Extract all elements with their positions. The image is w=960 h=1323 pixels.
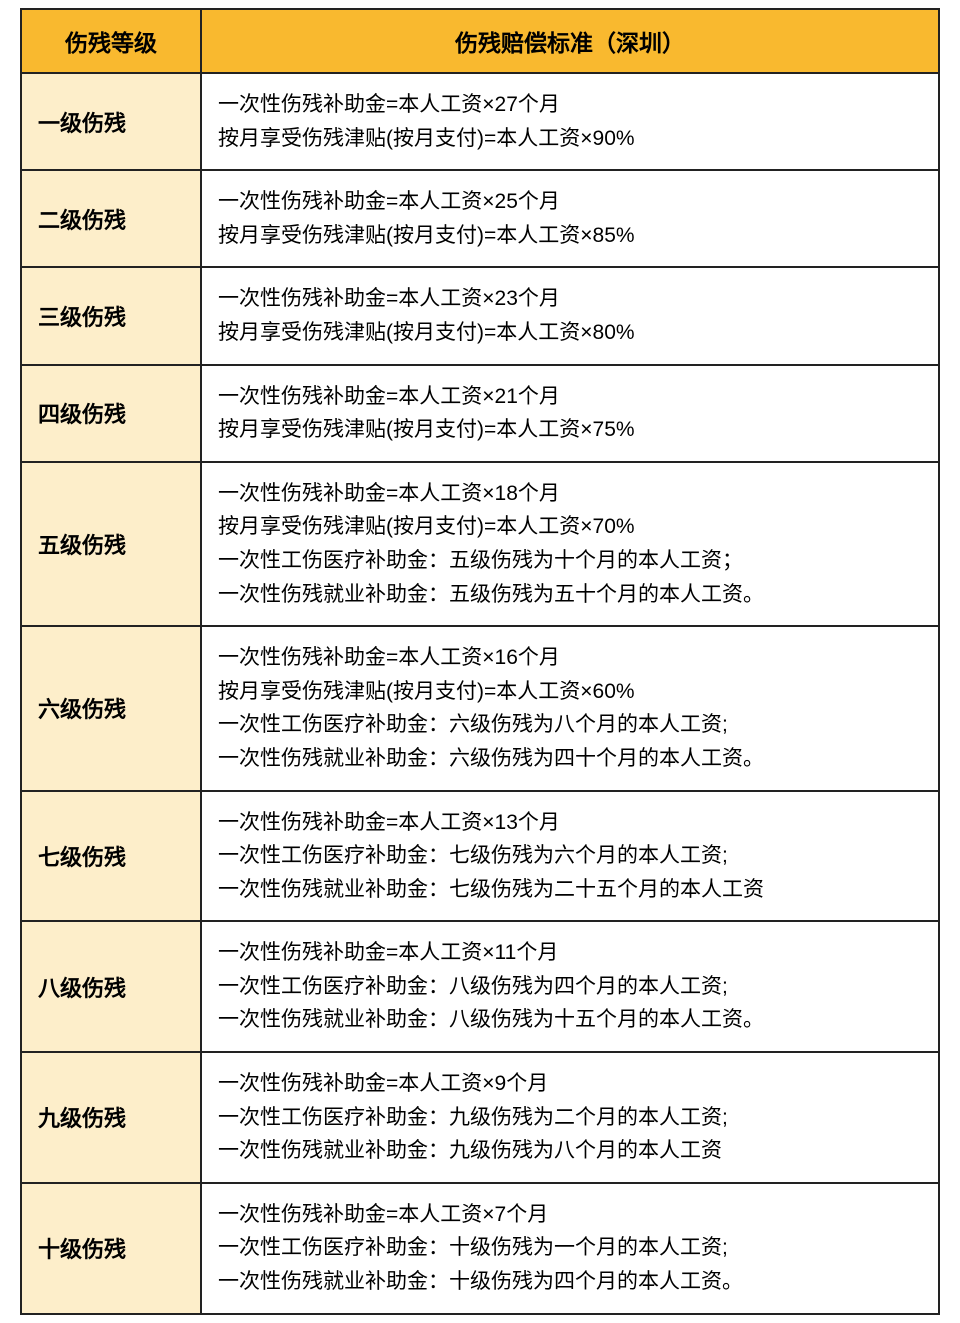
desc-cell: 一次性伤残补助金=本人工资×9个月一次性工伤医疗补助金：九级伤残为二个月的本人工… — [201, 1052, 939, 1183]
desc-line: 按月享受伤残津贴(按月支付)=本人工资×80% — [218, 316, 922, 350]
desc-line: 一次性伤残补助金=本人工资×18个月 — [218, 477, 922, 511]
table-row: 一级伤残一次性伤残补助金=本人工资×27个月按月享受伤残津贴(按月支付)=本人工… — [21, 73, 939, 170]
desc-line: 一次性工伤医疗补助金：十级伤残为一个月的本人工资; — [218, 1231, 922, 1265]
desc-line: 按月享受伤残津贴(按月支付)=本人工资×90% — [218, 122, 922, 156]
table-row: 五级伤残一次性伤残补助金=本人工资×18个月按月享受伤残津贴(按月支付)=本人工… — [21, 462, 939, 626]
desc-line: 一次性工伤医疗补助金：五级伤残为十个月的本人工资； — [218, 544, 922, 578]
desc-cell: 一次性伤残补助金=本人工资×18个月按月享受伤残津贴(按月支付)=本人工资×70… — [201, 462, 939, 626]
desc-cell: 一次性伤残补助金=本人工资×25个月按月享受伤残津贴(按月支付)=本人工资×85… — [201, 170, 939, 267]
level-cell: 七级伤残 — [21, 791, 201, 922]
table-row: 八级伤残一次性伤残补助金=本人工资×11个月一次性工伤医疗补助金：八级伤残为四个… — [21, 921, 939, 1052]
desc-line: 一次性伤残补助金=本人工资×9个月 — [218, 1067, 922, 1101]
desc-line: 一次性伤残就业补助金：五级伤残为五十个月的本人工资。 — [218, 578, 922, 612]
level-cell: 六级伤残 — [21, 626, 201, 790]
table-row: 四级伤残一次性伤残补助金=本人工资×21个月按月享受伤残津贴(按月支付)=本人工… — [21, 365, 939, 462]
level-cell: 九级伤残 — [21, 1052, 201, 1183]
level-cell: 三级伤残 — [21, 267, 201, 364]
desc-line: 一次性伤残就业补助金：十级伤残为四个月的本人工资。 — [218, 1265, 922, 1299]
desc-line: 一次性工伤医疗补助金：七级伤残为六个月的本人工资; — [218, 839, 922, 873]
desc-cell: 一次性伤残补助金=本人工资×21个月按月享受伤残津贴(按月支付)=本人工资×75… — [201, 365, 939, 462]
desc-cell: 一次性伤残补助金=本人工资×16个月按月享受伤残津贴(按月支付)=本人工资×60… — [201, 626, 939, 790]
table-row: 七级伤残一次性伤残补助金=本人工资×13个月一次性工伤医疗补助金：七级伤残为六个… — [21, 791, 939, 922]
desc-line: 一次性伤残补助金=本人工资×11个月 — [218, 936, 922, 970]
level-cell: 五级伤残 — [21, 462, 201, 626]
desc-line: 一次性工伤医疗补助金：九级伤残为二个月的本人工资; — [218, 1101, 922, 1135]
desc-line: 按月享受伤残津贴(按月支付)=本人工资×85% — [218, 219, 922, 253]
level-cell: 二级伤残 — [21, 170, 201, 267]
desc-line: 一次性伤残就业补助金：六级伤残为四十个月的本人工资。 — [218, 742, 922, 776]
desc-line: 一次性伤残就业补助金：七级伤残为二十五个月的本人工资 — [218, 873, 922, 907]
table-row: 九级伤残一次性伤残补助金=本人工资×9个月一次性工伤医疗补助金：九级伤残为二个月… — [21, 1052, 939, 1183]
desc-line: 一次性伤残就业补助金：八级伤残为十五个月的本人工资。 — [218, 1003, 922, 1037]
desc-line: 一次性工伤医疗补助金：八级伤残为四个月的本人工资; — [218, 970, 922, 1004]
compensation-table: 伤残等级 伤残赔偿标准（深圳） 一级伤残一次性伤残补助金=本人工资×27个月按月… — [20, 8, 940, 1315]
level-cell: 四级伤残 — [21, 365, 201, 462]
table-row: 二级伤残一次性伤残补助金=本人工资×25个月按月享受伤残津贴(按月支付)=本人工… — [21, 170, 939, 267]
desc-line: 按月享受伤残津贴(按月支付)=本人工资×60% — [218, 675, 922, 709]
header-standard: 伤残赔偿标准（深圳） — [201, 9, 939, 73]
desc-cell: 一次性伤残补助金=本人工资×11个月一次性工伤医疗补助金：八级伤残为四个月的本人… — [201, 921, 939, 1052]
table-row: 十级伤残一次性伤残补助金=本人工资×7个月一次性工伤医疗补助金：十级伤残为一个月… — [21, 1183, 939, 1314]
desc-line: 一次性工伤医疗补助金：六级伤残为八个月的本人工资; — [218, 708, 922, 742]
desc-line: 按月享受伤残津贴(按月支付)=本人工资×70% — [218, 510, 922, 544]
desc-line: 按月享受伤残津贴(按月支付)=本人工资×75% — [218, 413, 922, 447]
desc-cell: 一次性伤残补助金=本人工资×27个月按月享受伤残津贴(按月支付)=本人工资×90… — [201, 73, 939, 170]
desc-cell: 一次性伤残补助金=本人工资×23个月按月享受伤残津贴(按月支付)=本人工资×80… — [201, 267, 939, 364]
desc-line: 一次性伤残就业补助金：九级伤残为八个月的本人工资 — [218, 1134, 922, 1168]
desc-line: 一次性伤残补助金=本人工资×13个月 — [218, 806, 922, 840]
level-cell: 十级伤残 — [21, 1183, 201, 1314]
desc-line: 一次性伤残补助金=本人工资×25个月 — [218, 185, 922, 219]
desc-cell: 一次性伤残补助金=本人工资×7个月一次性工伤医疗补助金：十级伤残为一个月的本人工… — [201, 1183, 939, 1314]
level-cell: 八级伤残 — [21, 921, 201, 1052]
level-cell: 一级伤残 — [21, 73, 201, 170]
header-level: 伤残等级 — [21, 9, 201, 73]
desc-line: 一次性伤残补助金=本人工资×7个月 — [218, 1198, 922, 1232]
table-row: 六级伤残一次性伤残补助金=本人工资×16个月按月享受伤残津贴(按月支付)=本人工… — [21, 626, 939, 790]
desc-cell: 一次性伤残补助金=本人工资×13个月一次性工伤医疗补助金：七级伤残为六个月的本人… — [201, 791, 939, 922]
desc-line: 一次性伤残补助金=本人工资×16个月 — [218, 641, 922, 675]
desc-line: 一次性伤残补助金=本人工资×23个月 — [218, 282, 922, 316]
desc-line: 一次性伤残补助金=本人工资×27个月 — [218, 88, 922, 122]
table-row: 三级伤残一次性伤残补助金=本人工资×23个月按月享受伤残津贴(按月支付)=本人工… — [21, 267, 939, 364]
desc-line: 一次性伤残补助金=本人工资×21个月 — [218, 380, 922, 414]
